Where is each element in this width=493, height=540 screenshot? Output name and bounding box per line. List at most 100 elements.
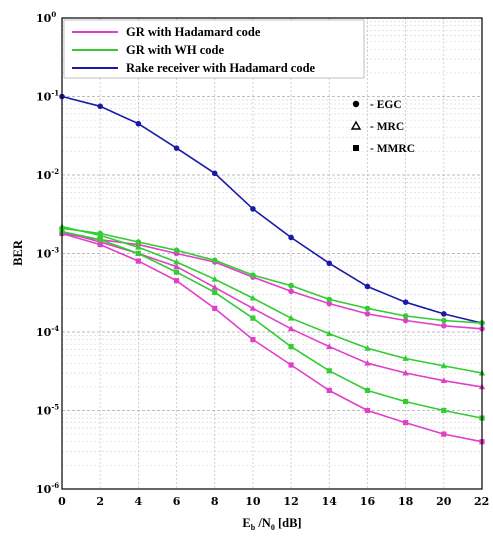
series-point bbox=[249, 294, 257, 301]
series-point bbox=[364, 283, 371, 290]
y-tick-label: 100 bbox=[36, 10, 56, 25]
series-line-4 bbox=[61, 225, 483, 374]
series-point bbox=[211, 283, 218, 290]
marker-legend-mmrc: - MMRC bbox=[370, 143, 415, 155]
series-point bbox=[288, 282, 294, 289]
marker-legend-triangle-icon bbox=[350, 120, 362, 130]
series-line-6 bbox=[61, 230, 483, 419]
x-tick-label: 4 bbox=[135, 495, 143, 508]
series-point bbox=[326, 300, 333, 307]
series-point bbox=[402, 313, 409, 319]
series-point bbox=[402, 369, 409, 376]
series-line-1 bbox=[61, 232, 483, 330]
plot-frame bbox=[61, 17, 483, 490]
series-point bbox=[441, 322, 447, 329]
y-tick-labels: 100 10-1 10-2 10-3 10-4 10-5 10-6 bbox=[36, 10, 59, 496]
legend-label-rake: Rake receiver with Hadamard code bbox=[126, 61, 316, 75]
series-line-5 bbox=[61, 232, 483, 443]
series-point bbox=[173, 278, 180, 284]
series-point bbox=[326, 296, 333, 303]
series-point bbox=[211, 257, 218, 264]
series-point bbox=[173, 269, 180, 275]
x-tick-label: 10 bbox=[245, 495, 261, 508]
y-axis-label: BER bbox=[11, 239, 25, 266]
series-line-2 bbox=[61, 227, 483, 324]
series-point bbox=[135, 243, 142, 250]
series-point bbox=[326, 368, 332, 374]
series-point bbox=[135, 258, 141, 264]
x-tick-label: 22 bbox=[474, 495, 489, 508]
series-point bbox=[96, 232, 104, 238]
series-point bbox=[441, 311, 447, 317]
series-point bbox=[173, 247, 180, 254]
x-tick-label: 12 bbox=[283, 495, 298, 508]
series-point bbox=[287, 325, 295, 332]
series-point bbox=[364, 387, 371, 394]
series-point bbox=[326, 343, 333, 350]
marker-legend-square-icon bbox=[353, 145, 359, 151]
series-point bbox=[211, 170, 218, 177]
series-point bbox=[287, 314, 295, 321]
series-point bbox=[97, 237, 103, 243]
series-point bbox=[97, 241, 103, 248]
series-point bbox=[441, 407, 447, 414]
series-point bbox=[441, 317, 447, 324]
series-point bbox=[173, 263, 180, 270]
y-tick-label: 10-4 bbox=[36, 324, 59, 339]
x-tick-label: 0 bbox=[58, 495, 66, 508]
y-tick-label: 10-5 bbox=[36, 403, 59, 418]
series-point bbox=[403, 398, 409, 405]
series-point bbox=[249, 304, 257, 311]
series-point bbox=[173, 145, 180, 151]
y-tick-label: 10-6 bbox=[36, 481, 59, 496]
x-tick-label: 8 bbox=[211, 495, 219, 508]
series-point bbox=[402, 355, 409, 361]
series-point bbox=[364, 359, 371, 366]
series-point bbox=[173, 258, 180, 265]
series-point bbox=[211, 275, 218, 282]
series-point bbox=[288, 234, 294, 241]
series-point bbox=[250, 315, 256, 321]
x-tick-label: 14 bbox=[322, 495, 338, 508]
series-point bbox=[326, 387, 332, 394]
series-line-0 bbox=[61, 95, 483, 324]
series-point bbox=[212, 289, 218, 295]
series-point bbox=[97, 103, 103, 110]
series-point bbox=[288, 344, 294, 350]
series-point bbox=[364, 344, 371, 351]
series-point bbox=[402, 317, 409, 324]
series-point bbox=[250, 337, 256, 343]
series-point bbox=[402, 299, 409, 305]
legend-label-gr-wh: GR with WH code bbox=[126, 43, 224, 57]
series-point bbox=[288, 288, 294, 295]
marker-legend: - EGC - MRC - MMRC bbox=[350, 99, 415, 155]
series-point bbox=[326, 260, 333, 267]
series-point bbox=[135, 250, 141, 257]
minor-grid bbox=[62, 21, 482, 466]
x-tick-label: 2 bbox=[96, 495, 104, 508]
series-point bbox=[440, 362, 448, 369]
series-point bbox=[212, 305, 218, 311]
series-lines bbox=[61, 95, 483, 443]
legend-label-gr-hadamard: GR with Hadamard code bbox=[126, 25, 261, 39]
series-point bbox=[364, 407, 371, 414]
x-tick-label: 20 bbox=[436, 495, 452, 508]
series-point bbox=[250, 206, 256, 212]
y-tick-label: 10-3 bbox=[36, 246, 59, 261]
marker-legend-mrc: - MRC bbox=[370, 121, 404, 133]
x-tick-label: 16 bbox=[360, 495, 376, 508]
x-axis-label: Eb /N0 [dB] bbox=[242, 516, 301, 532]
x-tick-labels: 0 2 4 6 8 10 12 14 16 18 20 22 bbox=[58, 495, 489, 508]
series-point bbox=[135, 239, 142, 245]
series-point bbox=[288, 362, 294, 368]
legend: GR with Hadamard code GR with WH code Ra… bbox=[63, 19, 365, 79]
x-tick-label: 6 bbox=[173, 495, 181, 508]
marker-legend-circle-icon bbox=[352, 100, 360, 108]
series-markers bbox=[58, 93, 486, 445]
y-tick-label: 10-1 bbox=[36, 89, 59, 104]
series-point bbox=[250, 272, 256, 278]
series-point bbox=[403, 420, 409, 426]
series-point bbox=[326, 330, 333, 337]
marker-legend-egc: - EGC bbox=[370, 99, 402, 111]
